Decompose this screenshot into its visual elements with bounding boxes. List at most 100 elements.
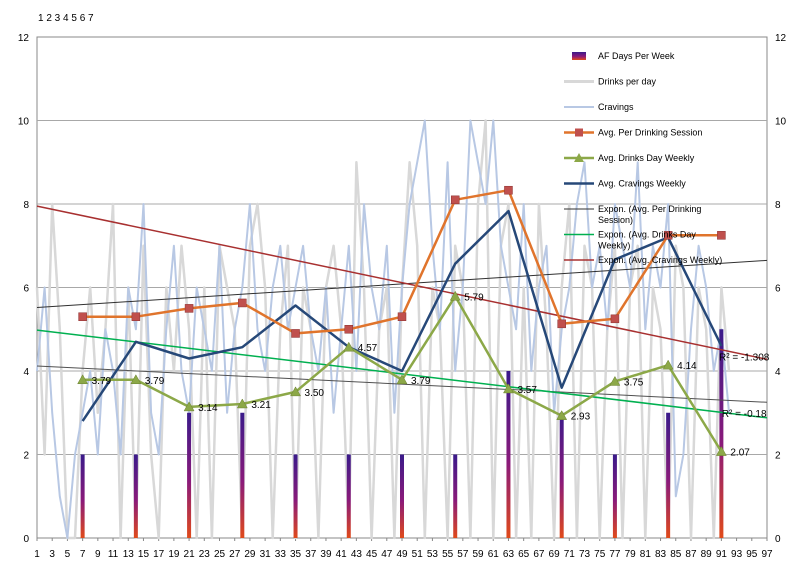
- y-tick-left-12: 12: [18, 33, 30, 44]
- legend-label-6-line2: Session): [598, 215, 633, 225]
- bar-af-days-77: [612, 454, 617, 538]
- data-label-drinks-weekly-77: 3.75: [624, 377, 644, 388]
- trendline-avg-cravings: [36, 205, 768, 361]
- bar-af-days-42: [346, 454, 351, 538]
- marker-session-84: [663, 231, 673, 240]
- bar-af-days-70: [559, 412, 564, 538]
- x-tick-25: 25: [214, 549, 226, 560]
- legend-label-2: Cravings: [598, 102, 634, 112]
- bar-af-days-21: [187, 412, 192, 538]
- bar-af-days-14: [133, 454, 138, 538]
- data-label-drinks-weekly-42: 4.57: [358, 343, 378, 354]
- marker-drinks-weekly-91: [715, 446, 727, 456]
- x-tick-61: 61: [488, 549, 500, 560]
- x-tick-21: 21: [184, 549, 196, 560]
- data-label-drinks-weekly-21: 3.14: [198, 403, 218, 414]
- x-tick-29: 29: [244, 549, 256, 560]
- x-tick-83: 83: [655, 549, 667, 560]
- x-tick-15: 15: [138, 549, 150, 560]
- y-tick-left-2: 2: [23, 451, 29, 462]
- x-tick-93: 93: [731, 549, 743, 560]
- x-tick-53: 53: [427, 549, 439, 560]
- legend-item-5: Avg. Cravings Weekly: [564, 179, 686, 189]
- x-tick-75: 75: [594, 549, 606, 560]
- bar-af-days-7: [80, 454, 85, 538]
- legend-item-8: Expon. (Avg. Cravings Weekly): [564, 255, 722, 265]
- data-label-drinks-weekly-56: 5.79: [464, 292, 484, 303]
- legend-label-3: Avg. Per Drinking Session: [598, 128, 702, 138]
- data-label-drinks-weekly-91: 2.07: [730, 448, 750, 459]
- x-tick-67: 67: [533, 549, 545, 560]
- x-tick-45: 45: [366, 549, 378, 560]
- x-tick-11: 11: [108, 549, 119, 560]
- y-tick-left-6: 6: [23, 284, 29, 295]
- data-label-drinks-weekly-35: 3.50: [305, 388, 325, 399]
- x-tick-85: 85: [670, 549, 682, 560]
- legend-item-3: Avg. Per Drinking Session: [564, 128, 702, 138]
- y-tick-right-0: 0: [775, 534, 781, 545]
- x-tick-55: 55: [442, 549, 454, 560]
- x-tick-49: 49: [396, 549, 408, 560]
- legend-label-5: Avg. Cravings Weekly: [598, 179, 686, 189]
- x-tick-1: 1: [34, 549, 40, 560]
- legend-swatch-marker-drinks: [574, 153, 584, 162]
- y-tick-right-2: 2: [775, 451, 781, 462]
- legend-label-6-line1: Expon. (Avg. Per Drinking: [598, 204, 701, 214]
- x-tick-23: 23: [199, 549, 211, 560]
- data-label-drinks-weekly-7: 3.79: [92, 376, 112, 387]
- annotation-r2-1: R² = -0.18: [722, 409, 767, 420]
- x-tick-27: 27: [229, 549, 241, 560]
- legend-swatch-af: [572, 52, 586, 60]
- x-tick-87: 87: [685, 549, 697, 560]
- marker-session-91: [717, 231, 726, 240]
- data-label-drinks-weekly-63: 3.57: [517, 385, 537, 396]
- marker-drinks-weekly-28: [236, 398, 248, 409]
- y-tick-right-12: 12: [775, 33, 787, 44]
- marker-drinks-weekly-84: [662, 359, 674, 370]
- x-tick-19: 19: [168, 549, 180, 560]
- x-tick-47: 47: [381, 549, 393, 560]
- marker-session-21: [184, 304, 194, 313]
- x-tick-95: 95: [746, 549, 758, 560]
- y-tick-left-0: 0: [23, 534, 29, 545]
- x-tick-91: 91: [716, 549, 728, 560]
- marker-drinks-weekly-7: [77, 374, 89, 385]
- x-tick-31: 31: [260, 549, 272, 560]
- legend-label-4: Avg. Drinks Day Weekly: [598, 153, 695, 163]
- legend-item-0: AF Days Per Week: [572, 51, 675, 61]
- bar-af-days-91: [719, 329, 724, 538]
- chart-header-numbers: 1 2 3 4 5 6 7: [38, 13, 94, 24]
- marker-drinks-weekly-49: [396, 374, 408, 385]
- x-tick-51: 51: [412, 549, 424, 560]
- x-tick-77: 77: [609, 549, 621, 560]
- x-tick-69: 69: [549, 549, 561, 560]
- x-tick-17: 17: [153, 549, 165, 560]
- marker-session-42: [344, 325, 354, 334]
- trendline-avg-per-session: [36, 259, 768, 308]
- x-tick-97: 97: [761, 549, 773, 560]
- bar-af-days-63: [506, 371, 511, 538]
- y-tick-right-4: 4: [775, 367, 781, 378]
- bar-af-days-84: [666, 412, 671, 538]
- annotation-r2-0: R² = -1.308: [719, 353, 770, 364]
- legend-label-1: Drinks per day: [598, 77, 657, 87]
- series-cravings-line: [36, 119, 730, 539]
- x-tick-79: 79: [625, 549, 637, 560]
- marker-drinks-weekly-35: [290, 386, 301, 397]
- x-tick-41: 41: [336, 549, 348, 560]
- bar-af-days-56: [453, 454, 458, 538]
- data-label-drinks-weekly-49: 3.79: [411, 376, 431, 387]
- y-tick-left-4: 4: [23, 367, 29, 378]
- y-tick-left-10: 10: [18, 117, 30, 128]
- x-tick-65: 65: [518, 549, 530, 560]
- marker-session-56: [450, 195, 460, 205]
- marker-drinks-weekly-21: [183, 401, 195, 412]
- marker-drinks-weekly-63: [503, 383, 514, 394]
- x-tick-73: 73: [579, 549, 591, 560]
- y-tick-right-6: 6: [775, 284, 781, 295]
- trendline-avg-drinks-day: [36, 329, 768, 419]
- marker-session-49: [397, 312, 407, 321]
- x-tick-43: 43: [351, 549, 363, 560]
